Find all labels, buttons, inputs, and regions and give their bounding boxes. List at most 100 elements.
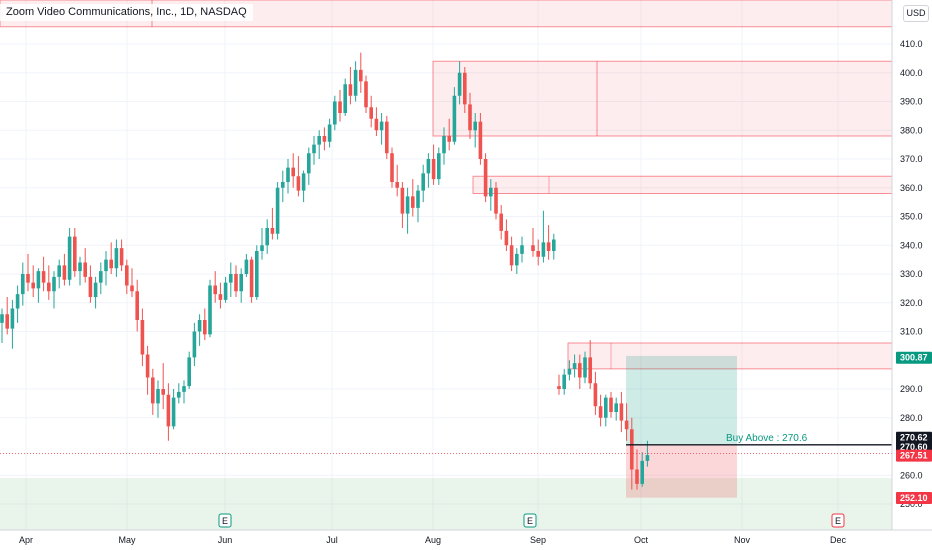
candle-body [78,262,82,272]
candle-body [499,213,503,231]
candle-body [609,397,613,412]
candle-body [400,187,405,214]
candle-body [546,242,551,251]
price-axis-tick: 410.0 [900,39,923,49]
candle-body [452,95,457,142]
supply-zone[interactable] [567,342,893,370]
candle-body [489,187,493,197]
candle-body [578,363,582,378]
candle-body [109,259,113,269]
candle-body [10,308,15,329]
price-axis-tick: 380.0 [900,125,923,135]
candle-body [218,294,223,300]
demand-zone[interactable] [0,478,892,530]
earnings-marker-label: E [222,516,228,526]
candle-body [255,251,259,297]
candle-body [531,245,535,251]
candle-body [390,153,394,182]
time-axis-tick: Dec [830,535,847,545]
candle-body [5,314,9,329]
earnings-marker[interactable] [831,513,845,528]
candle-body [140,320,145,355]
candle-body [125,265,129,286]
price-axis-tick: 390.0 [900,97,923,107]
candle-body [619,403,624,421]
candle-body [411,196,415,208]
candle-body [604,397,608,418]
supply-zone[interactable] [432,60,893,137]
candle-body [177,391,181,398]
candle-body [557,386,561,389]
candle-body [572,363,577,369]
candle-body [301,173,306,191]
candle-body [468,104,472,131]
symbol-interval: 1D [180,6,195,18]
candle-body [588,357,592,384]
price-tag [896,351,932,364]
position-target-area[interactable] [626,355,737,445]
candle-body [541,242,546,257]
time-axis-tick: Sep [530,535,546,545]
candle-body [145,354,150,378]
candle-body [83,262,87,277]
candle-body [385,121,389,154]
candle-body [312,144,316,154]
candle-body [99,271,103,283]
candle-body [166,394,171,427]
candle-body [156,389,160,404]
candle-body [36,271,41,289]
candle-body [187,357,191,387]
time-axis-tick: Jun [218,535,233,545]
time-axis-tick: Apr [19,535,33,545]
candle-body [286,167,290,182]
candle-body [504,230,509,246]
time-axis [0,530,932,550]
candle-body [151,377,155,404]
candle-body [234,274,238,292]
candle-body [62,265,67,280]
candle-body [426,159,431,174]
price-axis-tick: 320.0 [900,298,923,308]
candle-body [447,136,451,142]
candle-body [333,101,337,125]
candle-body [47,282,51,292]
candle-body [21,274,25,295]
candle-body [431,159,436,180]
price-tag-label: 252.10 [900,493,928,503]
candle-body [369,107,373,119]
price-axis-tick: 370.0 [900,154,923,164]
price-axis-tick: 280.0 [900,413,923,423]
candle-body [515,253,519,266]
candle-body [275,187,280,234]
earnings-marker[interactable] [218,513,232,528]
candle-body [624,420,629,430]
candle-body [281,182,285,188]
candle-body [379,121,384,131]
currency-button[interactable]: USD [903,5,929,22]
price-axis-tick: 340.0 [900,240,923,250]
price-axis-tick: 260.0 [900,470,923,480]
price-tag-label: 267.51 [900,451,928,461]
price-axis-tick: 250.0 [900,499,923,509]
symbol-exchange: NASDAQ [200,6,247,18]
candle-body [88,276,93,297]
candle-body [15,294,20,309]
candle-body [630,429,634,470]
candle-body [509,245,514,266]
earnings-marker[interactable] [523,513,537,528]
time-axis-tick: Aug [425,535,441,545]
supply-zone[interactable] [472,175,893,194]
candle-body [135,291,139,320]
candle-body [119,248,124,266]
price-axis-tick: 350.0 [900,212,923,222]
candle-body [635,469,639,484]
candle-body [405,196,410,214]
candle-body [374,118,379,131]
candle-body [260,245,264,251]
candle-body [327,124,332,142]
candle-body [348,84,353,96]
candle-body [416,190,420,208]
candle-body [239,274,243,292]
symbol-name: Zoom Video Communications, Inc. [6,6,174,18]
